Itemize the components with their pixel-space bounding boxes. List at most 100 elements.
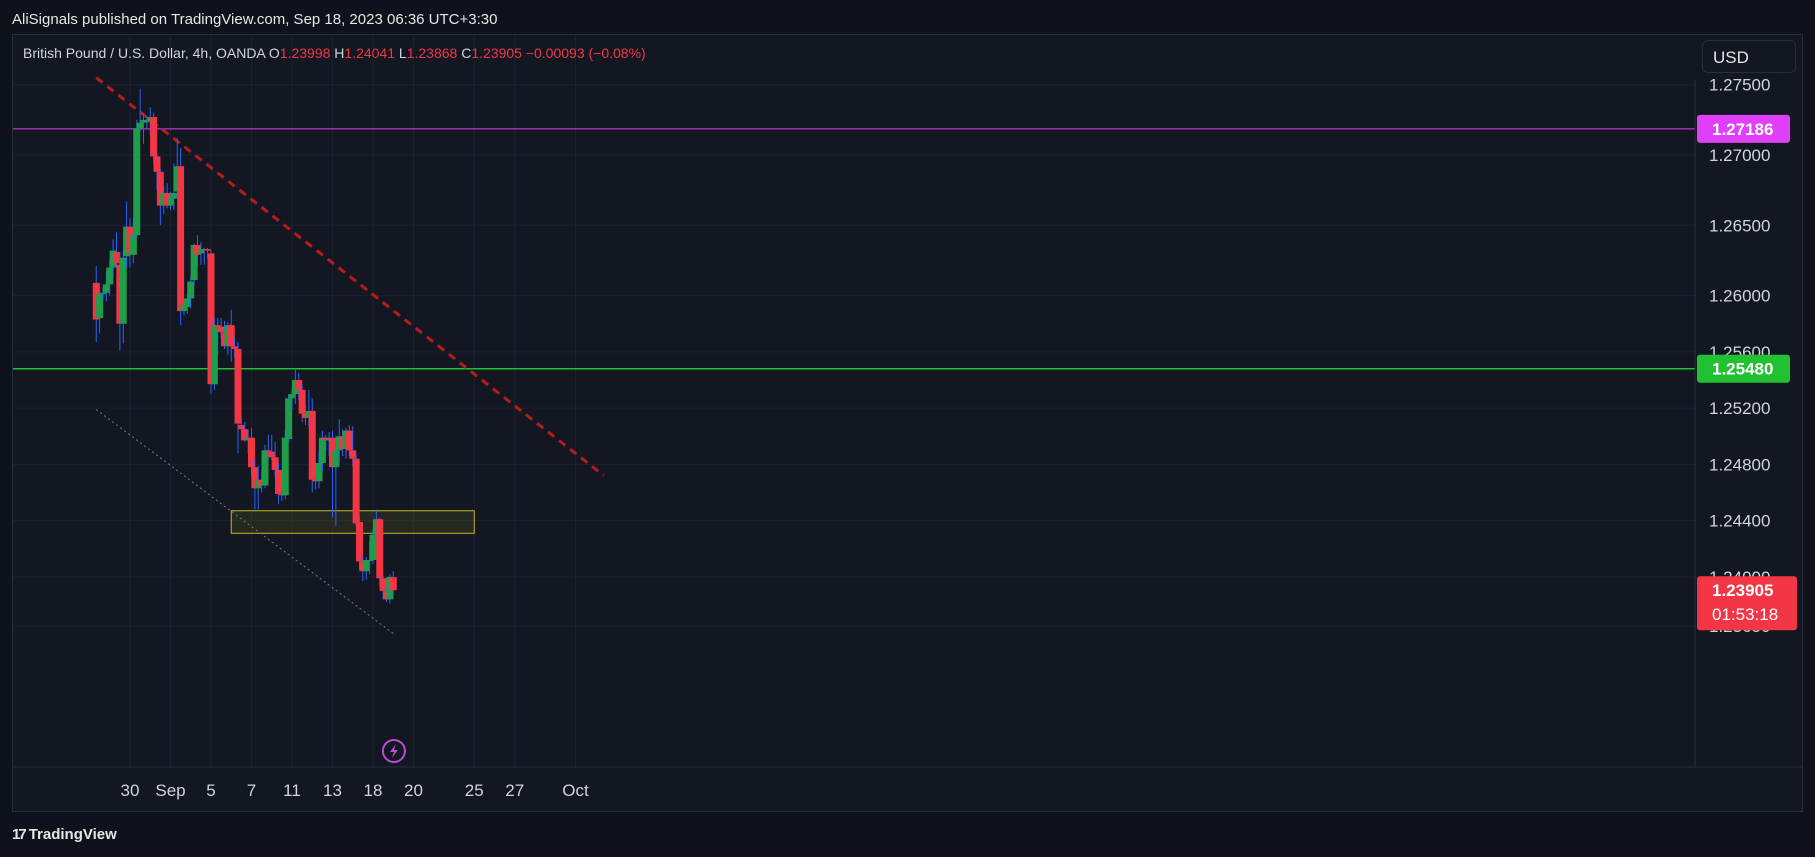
candle — [318, 430, 326, 472]
lower-channel-line — [95, 409, 395, 635]
chart-legend: British Pound / U.S. Dollar, 4h, OANDA O… — [23, 45, 646, 61]
legend-low-value: 1.23868 — [406, 45, 458, 61]
countdown-label: 01:53:18 — [1712, 605, 1778, 624]
candle-body — [285, 398, 293, 440]
candle-body — [177, 166, 185, 312]
candle-body — [136, 122, 144, 129]
candle — [234, 342, 242, 454]
tradingview-footer[interactable]: 17 TradingView — [12, 826, 117, 843]
candle-body — [332, 450, 340, 468]
candle-body — [288, 394, 296, 399]
candle — [214, 318, 222, 355]
candle-body — [275, 469, 282, 494]
candle-body — [308, 410, 316, 480]
current-price-label: 1.23905 — [1712, 581, 1773, 600]
candle-body — [106, 267, 114, 285]
publisher-text: AliSignals published on TradingView.com,… — [12, 11, 498, 28]
candle — [150, 112, 158, 164]
candle-body — [379, 578, 387, 591]
candle — [113, 232, 120, 268]
candle-body — [268, 451, 276, 458]
candle-body — [237, 424, 245, 430]
candle-body — [217, 326, 225, 333]
current-price-badge — [1697, 576, 1797, 631]
candle-body — [349, 450, 357, 459]
candle-body — [190, 244, 198, 281]
candle — [261, 444, 269, 489]
candle-body — [376, 519, 384, 579]
candle-body — [129, 235, 137, 255]
resistance-price-badge — [1697, 114, 1790, 143]
candle-body — [170, 192, 178, 199]
candle-body — [315, 462, 323, 482]
candle — [352, 454, 360, 527]
candle-body — [102, 284, 110, 293]
y-tick-label: 1.26000 — [1709, 287, 1770, 306]
x-tick-label: 20 — [404, 781, 423, 800]
lightning-glyph — [389, 744, 398, 758]
candle-body — [167, 198, 174, 206]
candle-body — [318, 437, 326, 463]
y-tick-label: 1.26500 — [1709, 216, 1770, 235]
candle-body — [295, 379, 303, 390]
candle-body — [352, 458, 360, 524]
x-tick-label: 30 — [121, 781, 140, 800]
legend-high-value: 1.24041 — [344, 45, 396, 61]
candle — [187, 275, 195, 309]
plot-area — [13, 36, 1695, 767]
candle — [119, 250, 127, 344]
x-tick-label: 11 — [283, 781, 301, 800]
candle-body — [156, 171, 164, 206]
candle — [96, 287, 104, 334]
y-tick-label: 1.24400 — [1709, 512, 1770, 531]
candle-body — [234, 349, 242, 424]
x-tick-label: 13 — [323, 781, 342, 800]
support-price-label: 1.25480 — [1712, 360, 1773, 379]
candle — [308, 398, 316, 493]
candle-body — [345, 430, 353, 451]
candle-body — [251, 467, 259, 489]
candle — [389, 571, 397, 596]
y-tick-label: 1.27000 — [1709, 146, 1770, 165]
candle-body — [214, 325, 222, 327]
candle — [197, 242, 205, 265]
candle-body — [248, 437, 255, 468]
candle — [133, 119, 141, 238]
y-tick-label: 1.27500 — [1709, 76, 1770, 95]
legend-title: British Pound / U.S. Dollar, 4h, OANDA — [23, 45, 265, 61]
candle-body — [197, 249, 205, 254]
candle-body — [369, 534, 377, 560]
candle-body — [153, 156, 161, 172]
candle-body — [204, 249, 212, 251]
candle-body — [99, 292, 107, 295]
legend-change: −0.00093 (−0.08%) — [525, 45, 646, 61]
candle-body — [366, 559, 374, 561]
candle — [136, 88, 144, 132]
y-tick-label: 1.25200 — [1709, 399, 1770, 418]
x-tick-label: 5 — [206, 781, 215, 800]
candle — [376, 517, 384, 587]
candle-body — [96, 294, 104, 319]
candle-body — [180, 305, 188, 312]
candle-body — [264, 450, 272, 452]
x-tick-label: Oct — [562, 781, 589, 800]
resistance-price-label: 1.27186 — [1712, 120, 1773, 139]
candle-body — [133, 128, 141, 236]
candle-body — [231, 346, 239, 350]
candle-body — [143, 121, 151, 123]
candle-body — [356, 522, 363, 562]
candle-body — [183, 298, 191, 307]
candle — [177, 147, 185, 326]
candle-body — [241, 429, 249, 441]
currency-button[interactable]: USD — [1702, 40, 1796, 73]
tradingview-brand: TradingView — [28, 826, 117, 843]
candle-body — [113, 252, 120, 264]
candle — [329, 430, 336, 518]
candle-body — [362, 559, 370, 572]
candle-body — [187, 281, 195, 299]
x-tick-label: 18 — [364, 781, 383, 800]
candle — [356, 516, 363, 570]
candle-body — [150, 117, 158, 157]
legend-open-value: 1.23998 — [279, 45, 331, 61]
